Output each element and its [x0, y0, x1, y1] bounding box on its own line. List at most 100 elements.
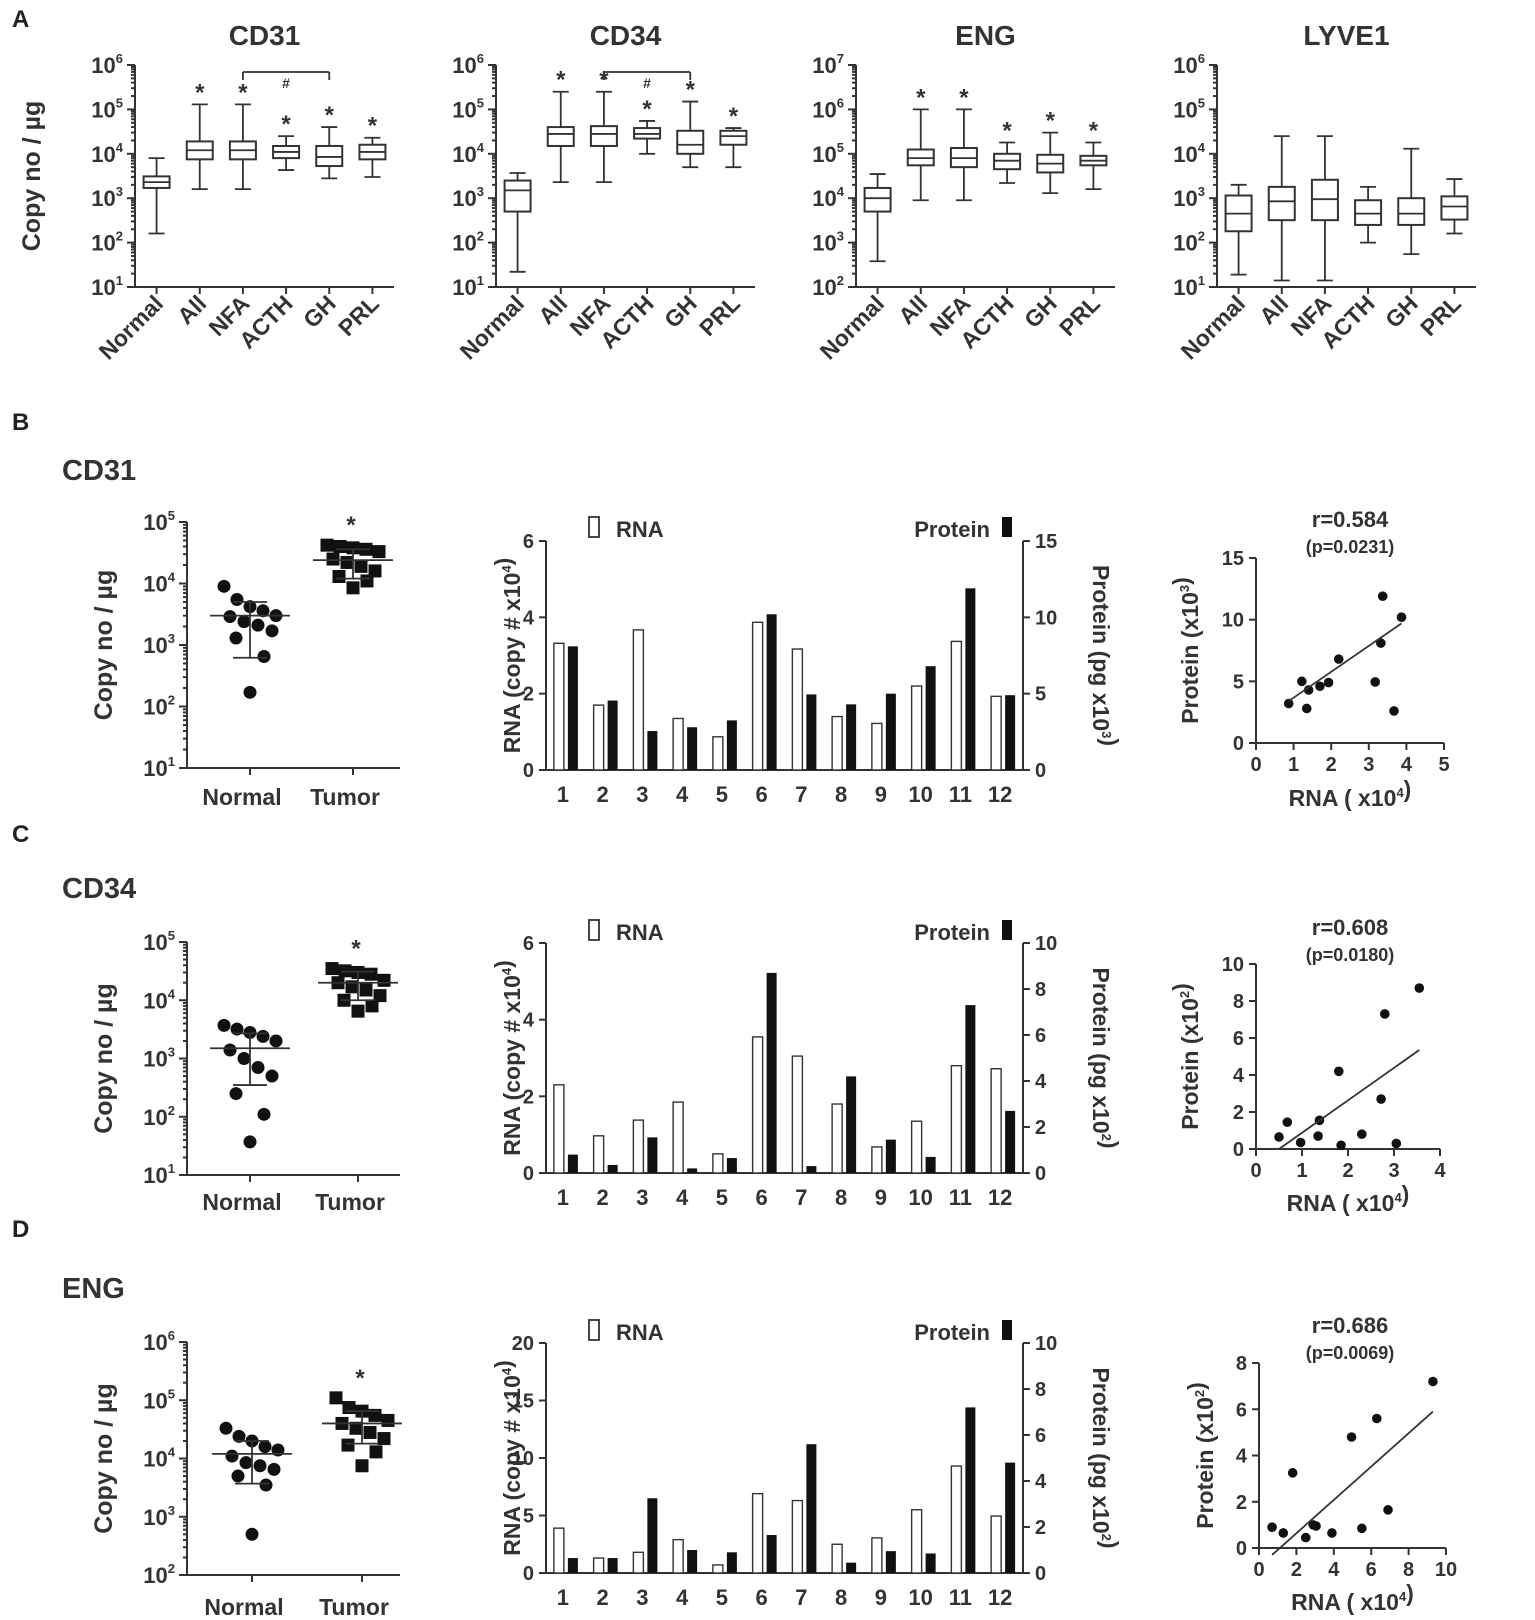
x-tick-label: 2: [1291, 1559, 1302, 1581]
data-point: [340, 555, 354, 569]
x-category-label: 6: [756, 782, 768, 807]
y-tick-label-base: 10: [91, 53, 115, 78]
y-tick-label-base: 10: [812, 231, 836, 256]
y-tick-label-exp: 5: [168, 508, 175, 523]
y-tick-label: 101: [143, 754, 175, 781]
correlation-b3: r=0.584 (p=0.0231) 0 5 10 15 0 1 2 3 4 5 Protein (x1…: [1168, 507, 1450, 811]
bar-rna: [791, 1499, 804, 1574]
y-tick-label-exp: 4: [168, 1445, 176, 1460]
x-category-label: 1: [557, 1185, 569, 1210]
y-tick-label-left: 0: [523, 760, 534, 782]
x-category-label: Normal: [94, 290, 168, 364]
bar-rna: [712, 1564, 724, 1574]
bar-rna: [672, 717, 684, 771]
y-axis-label-left: RNA (copy # x104): [490, 960, 525, 1156]
significance-star: *: [1089, 117, 1099, 144]
y-tick-label-base: 10: [143, 1163, 167, 1188]
x-category-label: 11: [949, 782, 972, 807]
y-tick-label: 10: [1222, 610, 1244, 632]
y-tick-label: 105: [143, 1386, 175, 1413]
x-category-label: Normal: [202, 784, 281, 810]
data-point: [368, 1408, 382, 1422]
y-tick-label-base: 10: [91, 275, 115, 300]
legend-protein-swatch: [1002, 1320, 1012, 1340]
x-axis-label: RNA ( x104): [1291, 1580, 1414, 1615]
y-tick-label: 15: [1222, 548, 1244, 570]
y-tick-label-base: 10: [143, 510, 167, 535]
x-tick-label: 3: [1363, 754, 1374, 776]
x-category-label: Normal: [204, 1594, 283, 1620]
y-tick-label: 106: [1173, 51, 1205, 78]
bar-rna: [910, 685, 923, 771]
x-category-label: Normal: [1176, 290, 1250, 364]
y-axis-label-right-sup: 3: [1099, 731, 1114, 738]
y-tick-label-exp: 3: [477, 184, 484, 199]
x-axis-label: RNA ( x104): [1289, 776, 1412, 811]
bar-protein: [806, 1444, 817, 1573]
data-point: [364, 967, 378, 981]
data-point: [326, 552, 340, 566]
x-category-label: Tumor: [319, 1594, 389, 1620]
y-tick-label-exp: 3: [116, 184, 123, 199]
y-tick-label-exp: 5: [837, 140, 844, 155]
bar-protein: [1005, 1462, 1016, 1573]
x-tick-label: 6: [1366, 1559, 1377, 1581]
y-tick-label-exp: 6: [116, 51, 123, 66]
panel-letter-d: D: [12, 1216, 29, 1243]
data-point: [265, 1069, 279, 1083]
x-category-label: GH: [1380, 290, 1423, 333]
y-tick-label: 106: [91, 51, 123, 78]
y-tick-label-exp: 1: [168, 754, 175, 769]
x-category-label: 1: [557, 1585, 569, 1610]
y-tick-label-base: 10: [452, 275, 476, 300]
bar-protein: [965, 1005, 976, 1173]
data-point: [251, 618, 265, 632]
legend-rna-label: RNA: [616, 1320, 664, 1345]
x-category-label: 2: [597, 1585, 609, 1610]
y-tick-label: 103: [143, 631, 175, 658]
fit-line: [1271, 1410, 1434, 1556]
data-point: [346, 581, 360, 595]
significance-star: *: [195, 79, 205, 106]
bar-protein: [607, 700, 618, 770]
panel-letter-a: A: [12, 6, 29, 33]
x-category-label: PRL: [1415, 290, 1466, 341]
data-point: [359, 983, 373, 997]
bar-rna: [950, 1064, 963, 1174]
legend-rna-swatch: [588, 1319, 600, 1341]
x-category-label: 10: [908, 1585, 932, 1610]
gene-label: ENG: [62, 1273, 125, 1305]
y-tick-label-base: 10: [143, 756, 167, 781]
data-point: [1396, 612, 1407, 622]
x-tick-label: 8: [1403, 1559, 1414, 1581]
data-point: [1336, 1140, 1346, 1151]
box-normal: [1224, 183, 1253, 276]
y-axis-label-left-part: ): [490, 1360, 516, 1368]
data-point: [1267, 1522, 1277, 1532]
data-point: [217, 1018, 231, 1032]
data-point: [377, 1432, 391, 1446]
significance-star: *: [368, 113, 378, 140]
y-tick-label: 104: [452, 140, 484, 167]
y-tick-label-right: 0: [1035, 1563, 1046, 1585]
bar-protein: [687, 1550, 698, 1573]
bar-protein: [766, 972, 777, 1173]
box-prl: [719, 127, 748, 169]
bar-protein: [567, 1154, 578, 1173]
data-point: [363, 1425, 377, 1439]
y-tick-label-exp: 2: [168, 1103, 175, 1118]
x-category-label: Normal: [815, 290, 889, 364]
box-acth: [633, 120, 662, 155]
bar-rna: [751, 621, 764, 771]
bar-protein: [647, 1498, 658, 1573]
data-point: [368, 564, 382, 578]
y-tick-label-right: 4: [1035, 1471, 1047, 1493]
y-tick-label-left: 10: [512, 1448, 534, 1470]
y-tick-label-base: 10: [1173, 97, 1197, 122]
y-axis-label-right-part: ): [1097, 1141, 1123, 1149]
legend-rna-swatch: [588, 919, 600, 941]
x-tick-label: 10: [1435, 1559, 1457, 1581]
y-tick-label-exp: 3: [168, 631, 175, 646]
